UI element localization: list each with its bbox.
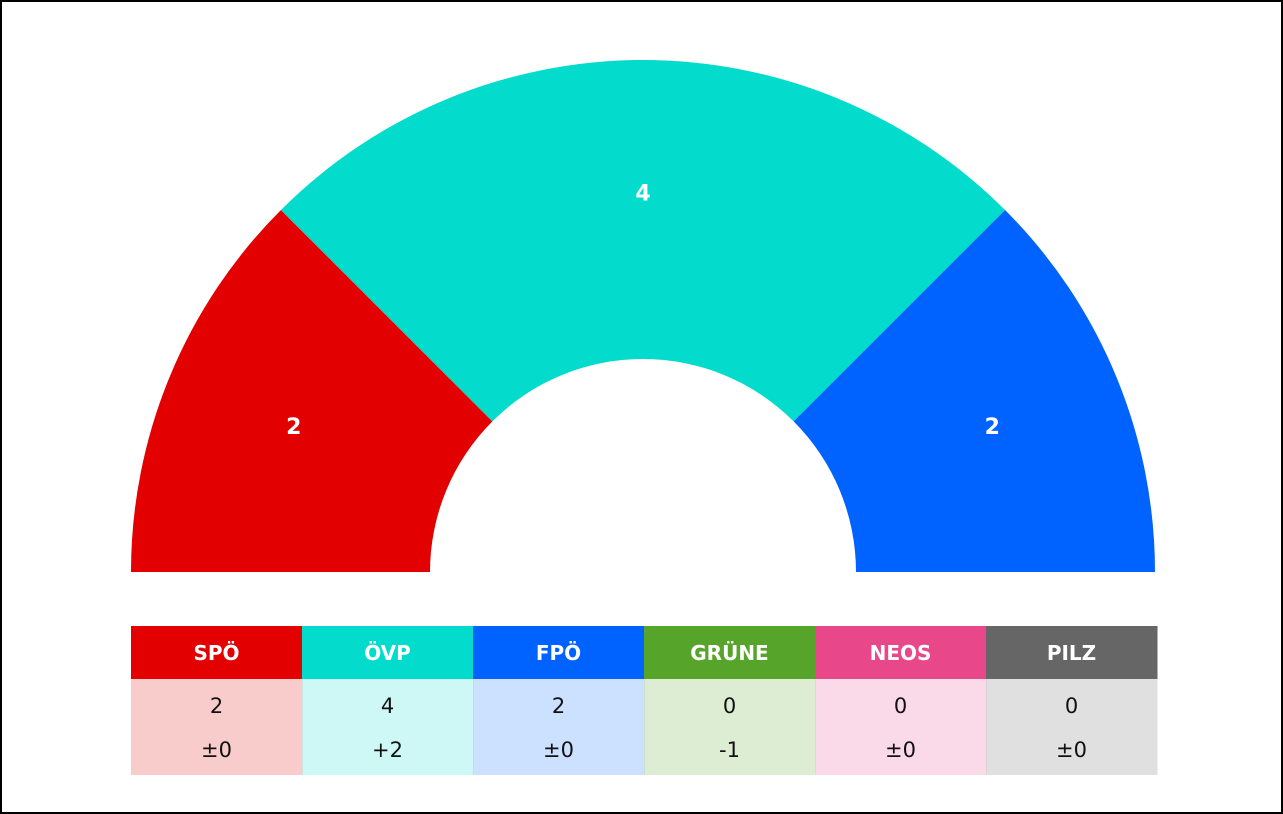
seat-count: 0 [723,694,736,718]
body-cell [986,679,1158,775]
seat-arc [793,209,1155,572]
arc-label: 2 [286,415,301,440]
header-cell [302,626,474,679]
body-cell [302,679,474,775]
body-cell [131,679,303,775]
seat-arc [280,59,1006,422]
party-name: GRÜNE [690,641,768,665]
body-cell [815,679,987,775]
seat-change: ±0 [201,738,232,762]
seat-change: +2 [372,738,403,762]
arc-label: 4 [635,182,650,207]
seat-change: ±0 [1056,738,1087,762]
seat-change: ±0 [885,738,916,762]
seat-arc [131,209,493,572]
seat-count: 2 [552,694,565,718]
header-cell [815,626,987,679]
seat-count: 0 [1065,694,1078,718]
arc-label: 2 [985,415,1000,440]
body-cell [644,679,816,775]
header-cell [131,626,303,679]
party-name: SPÖ [193,641,239,665]
party-name: FPÖ [536,641,581,665]
party-name: ÖVP [364,641,411,665]
header-cell [986,626,1158,679]
party-name: PILZ [1047,641,1096,665]
seat-count: 4 [381,694,394,718]
header-cell [644,626,816,679]
seat-count: 2 [210,694,223,718]
header-cell [473,626,645,679]
seat-change: ±0 [543,738,574,762]
party-name: NEOS [870,641,932,665]
seat-count: 0 [894,694,907,718]
seat-change: -1 [719,738,740,762]
body-cell [473,679,645,775]
